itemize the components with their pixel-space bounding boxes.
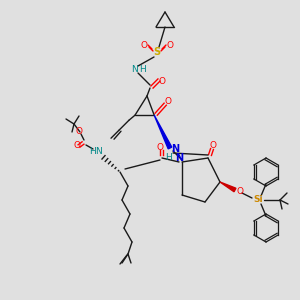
Text: O: O bbox=[236, 188, 244, 196]
Polygon shape bbox=[220, 182, 236, 192]
Text: Si: Si bbox=[253, 196, 263, 205]
Text: N: N bbox=[175, 153, 183, 163]
Text: N: N bbox=[94, 148, 101, 157]
Text: N: N bbox=[171, 144, 179, 154]
Text: O: O bbox=[157, 142, 164, 152]
Text: O: O bbox=[167, 41, 173, 50]
Text: O: O bbox=[76, 128, 82, 136]
Text: O: O bbox=[165, 97, 172, 106]
Text: O: O bbox=[209, 142, 217, 151]
Text: O: O bbox=[74, 140, 80, 149]
Text: H: H bbox=[165, 152, 171, 161]
Text: H: H bbox=[88, 148, 95, 157]
Text: S: S bbox=[153, 47, 161, 57]
Text: N: N bbox=[132, 65, 138, 74]
Text: O: O bbox=[140, 41, 148, 50]
Text: H: H bbox=[139, 65, 145, 74]
Text: O: O bbox=[158, 76, 166, 85]
Polygon shape bbox=[154, 115, 172, 149]
